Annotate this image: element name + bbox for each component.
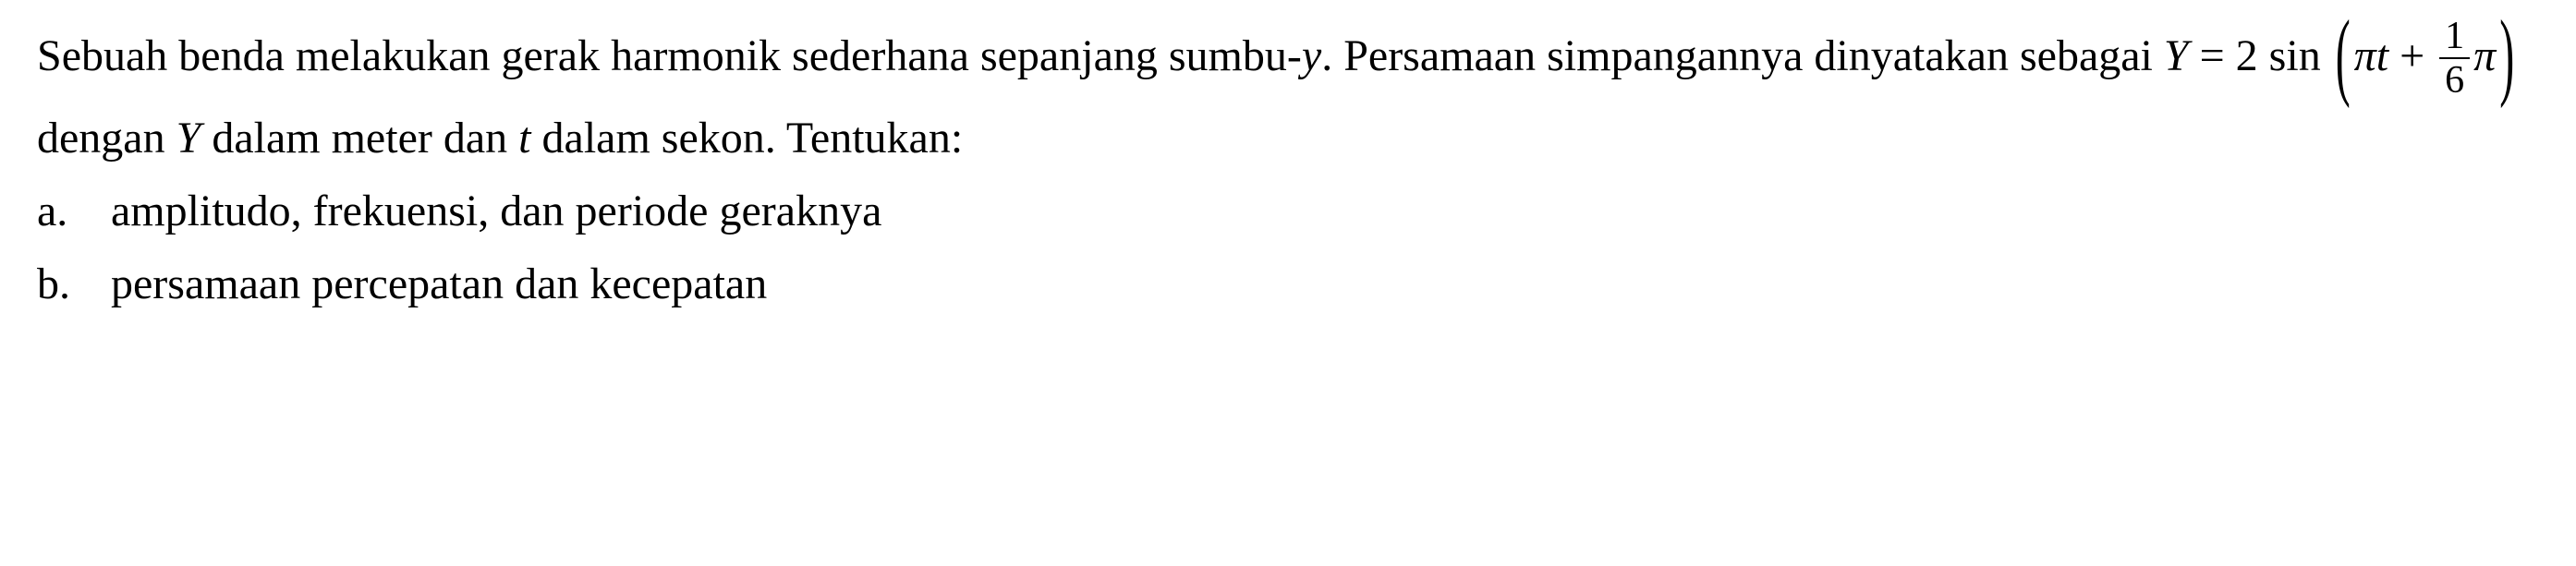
question-container: Sebuah benda melakukan gerak harmonik se… [0, 0, 2576, 340]
eq-Y: Y [2164, 31, 2189, 80]
text-part-4: dalam meter dan [200, 114, 518, 163]
eq-frac-den: 6 [2439, 59, 2470, 100]
list-item: b. persamaan percepatan dan kecepatan [37, 247, 2539, 320]
text-part-5: dalam sekon. Tentukan: [531, 114, 964, 163]
eq-equals: = [2189, 31, 2236, 80]
axis-var: y [1302, 31, 1321, 80]
eq-pi-2: π [2473, 31, 2496, 80]
text-part-3: dengan [37, 114, 176, 163]
eq-pi-1: π [2354, 31, 2376, 80]
eq-lparen: ( [2336, 0, 2351, 137]
eq-fraction: 16 [2439, 17, 2470, 100]
eq-sin: sin [2258, 31, 2332, 80]
eq-plus: + [2388, 31, 2436, 80]
eq-amplitude: 2 [2236, 31, 2258, 80]
eq-frac-num: 1 [2439, 17, 2470, 59]
equation: Y = 2 sin (πt + 16π) [2164, 31, 2518, 80]
list-text-b: persamaan percepatan dan kecepatan [111, 247, 767, 320]
text-part-1: Sebuah benda melakukan gerak harmonik se… [37, 31, 1302, 80]
var-t: t [518, 114, 530, 163]
question-list: a. amplitudo, frekuensi, dan periode ger… [37, 175, 2539, 320]
var-Y: Y [176, 114, 201, 163]
eq-t: t [2376, 31, 2388, 80]
text-part-2: . Persamaan simpangannya dinyatakan seba… [1321, 31, 2164, 80]
list-marker-b: b. [37, 247, 111, 320]
list-text-a: amplitudo, frekuensi, dan periode gerakn… [111, 175, 881, 247]
list-marker-a: a. [37, 175, 111, 247]
question-paragraph: Sebuah benda melakukan gerak harmonik se… [37, 18, 2539, 175]
list-item: a. amplitudo, frekuensi, dan periode ger… [37, 175, 2539, 247]
eq-rparen: ) [2499, 0, 2514, 137]
